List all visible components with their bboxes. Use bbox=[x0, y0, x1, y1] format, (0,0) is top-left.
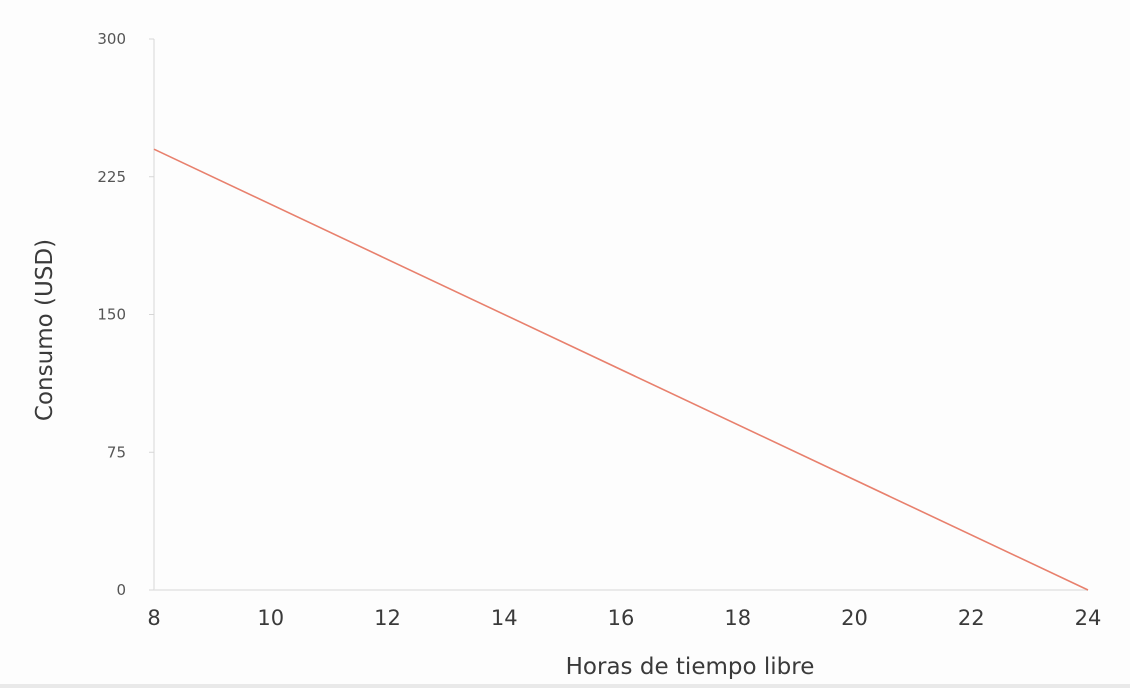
y-tick-label: 0 bbox=[116, 581, 126, 599]
x-tick-label: 24 bbox=[1075, 606, 1102, 630]
y-tick-label: 225 bbox=[97, 168, 126, 186]
axes bbox=[153, 39, 1088, 591]
y-tick-label: 150 bbox=[97, 306, 126, 324]
series-line bbox=[153, 148, 1089, 591]
x-tick-label: 10 bbox=[257, 606, 284, 630]
bottom-strip bbox=[0, 684, 1130, 688]
y-tick-label: 300 bbox=[97, 30, 126, 48]
x-tick-label: 16 bbox=[608, 606, 635, 630]
y-tick-label: 75 bbox=[107, 443, 126, 461]
x-axis-title: Horas de tiempo libre bbox=[566, 654, 815, 680]
x-tick-label: 8 bbox=[147, 606, 160, 630]
tick-labels: 0 75 150 225 300 8 10 12 14 16 18 20 22 24 bbox=[97, 30, 1101, 630]
x-tick-label: 18 bbox=[724, 606, 751, 630]
x-tick-label: 22 bbox=[958, 606, 985, 630]
x-tick-label: 14 bbox=[491, 606, 518, 630]
x-tick-label: 20 bbox=[841, 606, 868, 630]
x-tick-label: 12 bbox=[374, 606, 401, 630]
series-layer bbox=[153, 148, 1089, 591]
y-axis-title: Consumo (USD) bbox=[32, 239, 58, 421]
